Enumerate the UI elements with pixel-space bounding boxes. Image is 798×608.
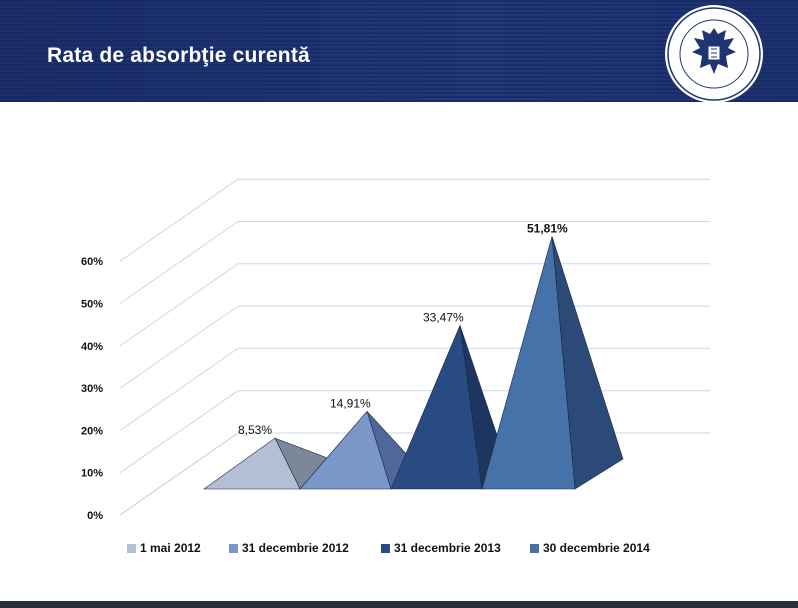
grid-diagonal [119,305,239,389]
floor-edge [119,432,239,516]
legend-item-4: 30 decembrie 2014 [530,541,650,555]
pyramid-front-2 [299,410,392,490]
data-label-2: 14,91% [330,396,371,410]
y-tick-label: 60% [81,256,103,268]
y-tick-label: 10% [81,468,103,480]
legend-swatch-3 [381,544,390,553]
y-tick-label: 20% [81,425,103,437]
legend-swatch-4 [530,544,539,553]
grid-diagonal [119,263,239,347]
page-title: Rata de absorbţie curentă [47,44,310,67]
legend-label-2: 31 decembrie 2012 [242,541,349,555]
data-label-4: 51,81% [527,221,568,235]
y-tick-label: 50% [81,299,103,311]
data-label-1: 8,53% [238,423,272,437]
pyramid-front-3 [390,324,483,490]
legend-label-4: 30 decembrie 2014 [543,541,650,555]
legend-item-2: 31 decembrie 2012 [229,541,349,555]
bottom-rule [0,601,798,608]
grid-diagonal [119,221,239,304]
grid-diagonal [119,178,239,262]
y-tick-label: 30% [81,383,103,395]
y-tick-label: 0% [87,510,103,522]
y-tick-label: 40% [81,341,103,353]
header-bar: Rata de absorbţie curentă [0,0,798,103]
grid-diagonal [119,390,239,474]
ministry-logo-icon [665,5,763,103]
header-shading [0,0,798,102]
pyramid-front-4 [481,236,576,490]
legend-item-3: 31 decembrie 2013 [381,541,501,555]
legend-label-3: 31 decembrie 2013 [394,541,501,555]
legend-item-1: 1 mai 2012 [127,541,201,555]
legend-swatch-1 [127,544,136,553]
legend-swatch-2 [229,544,238,553]
legend-label-1: 1 mai 2012 [140,541,201,555]
absorption-chart: 0% 10% 20% 30% 40% 50% 60% 8,53% 14,91% 33,47% 51,… [81,178,710,522]
grid-diagonal [119,347,239,431]
pyramid-front-1 [203,437,301,490]
data-label-3: 33,47% [423,310,464,324]
